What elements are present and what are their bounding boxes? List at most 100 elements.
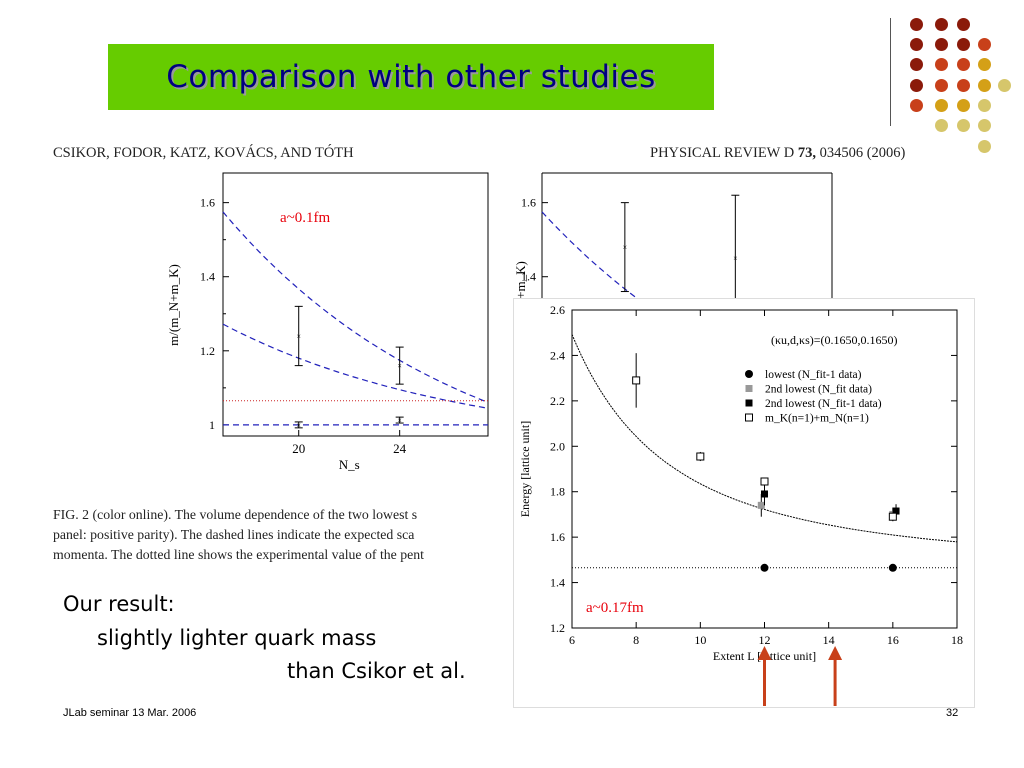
y-tick-label: 1.6 <box>200 196 215 210</box>
marker-lowest <box>760 563 769 572</box>
decor-dot <box>935 119 948 132</box>
chart-csikor-right: 1.4 1.6 +m_K) × × <box>513 172 833 305</box>
marker-2nd-lowest-nfit-1 <box>892 507 900 515</box>
marker-lowest <box>745 370 753 378</box>
expected-scattering-curve <box>222 323 489 409</box>
y-tick-label: 1.4 <box>200 270 215 284</box>
decor-dot <box>935 58 948 71</box>
y-tick-label: 2.0 <box>550 439 565 453</box>
data-point: × <box>296 421 301 430</box>
data-point: × <box>397 362 402 371</box>
expected-scattering-curve <box>541 211 648 305</box>
x-tick-label: 14 <box>823 633 835 647</box>
annotation-lattice-spacing: a~0.17fm <box>586 600 644 616</box>
marker-2nd-lowest-nfit-1 <box>761 490 768 498</box>
data-point: × <box>733 254 738 263</box>
figure-caption-line1: FIG. 2 (color online). The volume depend… <box>53 507 418 522</box>
highlight-arrow-head <box>757 646 772 660</box>
decor-dot <box>910 99 923 112</box>
decor-dot <box>957 38 970 51</box>
data-point: × <box>623 243 628 252</box>
decor-dot <box>978 58 991 71</box>
x-axis-label: N_s <box>339 457 360 472</box>
decor-dot <box>998 79 1011 92</box>
y-axis-label: m/(m_N+m_K) <box>166 264 181 346</box>
chart-csikor-left: 1 1.2 1.4 1.6 20 24 × × × × a~0.1fm m/(m_N+m_K) N_s <box>166 172 489 472</box>
paper-header-authors: CSIKOR, FODOR, KATZ, KOVÁCS, AND TÓTH <box>53 145 354 161</box>
decor-dot <box>957 58 970 71</box>
x-tick-label: 8 <box>633 633 639 647</box>
legend-entry: 2nd lowest (N_fit-1 data) <box>765 398 882 410</box>
figure-caption-line2: panel: positive parity). The dashed line… <box>53 527 415 542</box>
marker-mk-mn <box>696 452 705 461</box>
decor-dot <box>935 18 948 31</box>
decor-dot <box>978 99 991 112</box>
marker-mk-mn <box>888 512 897 521</box>
y-tick-label: 2.6 <box>550 303 565 317</box>
x-tick-label: 16 <box>887 633 899 647</box>
result-line-quark-mass: slightly lighter quark mass <box>97 626 377 650</box>
legend-title: (κu,d,κs)=(0.1650,0.1650) <box>771 333 898 347</box>
plot-frame <box>222 172 489 437</box>
decor-dot <box>957 18 970 31</box>
y-axis-label: Energy [lattice unit] <box>518 421 532 517</box>
marker-2nd-lowest-nfit <box>745 385 753 392</box>
decor-dot <box>978 140 991 153</box>
data-point: × <box>296 332 301 341</box>
y-tick-label: 2.4 <box>550 348 565 362</box>
decor-dot <box>910 38 923 51</box>
x-tick-label: 12 <box>759 633 771 647</box>
decor-dot <box>957 79 970 92</box>
marker-2nd-lowest-nfit <box>757 501 765 509</box>
footer-seminar: JLab seminar 13 Mar. 2006 <box>63 707 197 719</box>
fit-curve <box>571 334 958 543</box>
y-tick-label: 1.2 <box>200 344 215 358</box>
y-tick-label: 1.8 <box>550 485 565 499</box>
y-tick-label: 1.2 <box>550 621 565 635</box>
title-banner: Comparison with other studies <box>108 44 714 110</box>
decor-dot <box>910 79 923 92</box>
marker-2nd-lowest-nfit-1 <box>745 399 753 407</box>
slide-title: Comparison with other studies <box>166 59 656 95</box>
decor-dot <box>978 38 991 51</box>
x-tick-label: 24 <box>393 441 407 456</box>
highlight-arrow-head <box>828 646 843 660</box>
y-tick-label: 1.4 <box>521 270 536 284</box>
decor-dot <box>978 119 991 132</box>
legend-entry: m_K(n=1)+m_N(n=1) <box>765 413 869 425</box>
decor-dot <box>957 119 970 132</box>
result-line-comparison: than Csikor et al. <box>287 659 466 683</box>
paper-header-journal: PHYSICAL REVIEW D 73, 034506 (2006) <box>650 145 906 161</box>
decor-divider <box>890 18 891 126</box>
slide-number: 32 <box>946 707 959 719</box>
result-heading: Our result: <box>63 592 175 616</box>
expected-scattering-curve <box>222 211 489 403</box>
x-tick-label: 10 <box>694 633 706 647</box>
decor-dot <box>935 38 948 51</box>
y-tick-label: 1.6 <box>521 196 536 210</box>
decor-dot <box>935 79 948 92</box>
data-point: × <box>397 416 402 425</box>
decor-dot <box>910 58 923 71</box>
y-tick-label: 2.2 <box>550 394 565 408</box>
x-tick-label: 18 <box>951 633 963 647</box>
x-tick-label: 6 <box>569 633 575 647</box>
figure-caption-line3: momenta. The dotted line shows the exper… <box>53 547 425 562</box>
marker-lowest <box>888 563 897 572</box>
y-tick-label: 1.6 <box>550 530 565 544</box>
marker-mk-mn <box>632 376 641 385</box>
legend-entry: 2nd lowest (N_fit data) <box>765 384 872 396</box>
decor-dot <box>957 99 970 112</box>
decor-dot <box>978 79 991 92</box>
annotation-lattice-spacing: a~0.1fm <box>280 210 331 226</box>
marker-mk-mn <box>745 413 753 422</box>
decor-dot <box>935 99 948 112</box>
y-tick-label: 1.4 <box>550 576 565 590</box>
decor-dot <box>910 18 923 31</box>
legend-entry: lowest (N_fit-1 data) <box>765 369 862 381</box>
y-tick-label: 1 <box>209 418 215 432</box>
marker-mk-mn <box>760 477 769 486</box>
y-axis-label: +m_K) <box>513 261 528 299</box>
x-tick-label: 20 <box>292 441 305 456</box>
chart-our-result: 1.21.41.61.82.02.22.42.66 8 10 12 14 16 18Exte… <box>513 298 975 708</box>
